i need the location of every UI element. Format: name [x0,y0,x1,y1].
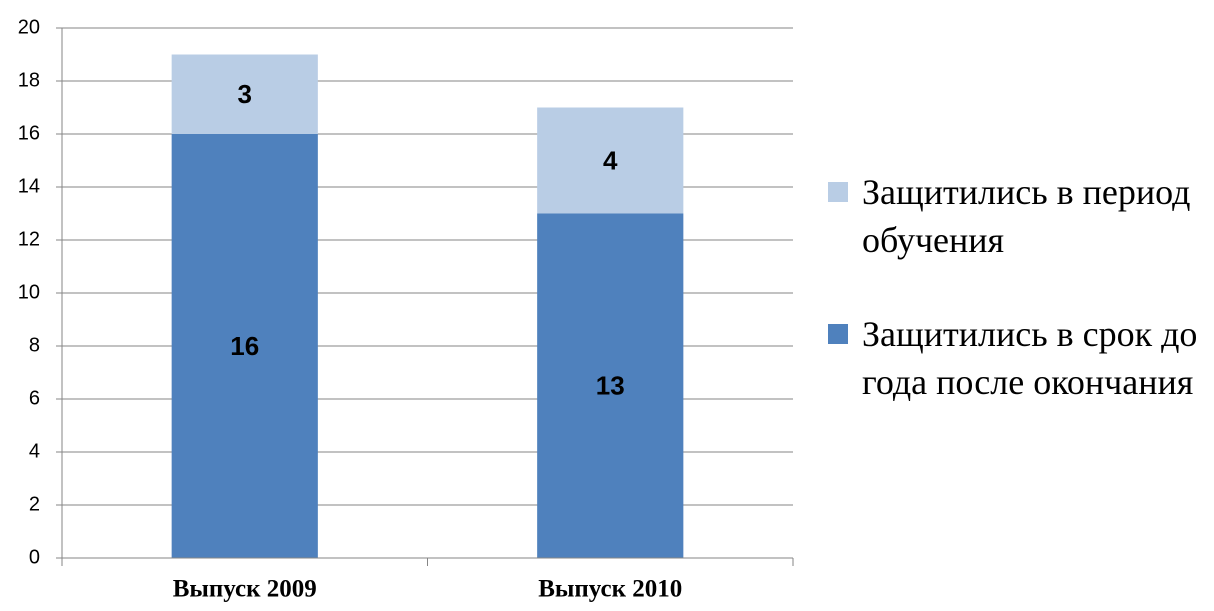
data-label: 3 [238,79,252,109]
y-tick-label: 18 [18,69,40,91]
data-label: 16 [230,331,259,361]
y-tick-label: 10 [18,281,40,303]
bar-segment [537,213,684,558]
legend-item: Защитились в период обучения [828,168,1214,264]
bar-segment [537,107,684,214]
y-tick-label: 8 [29,334,40,356]
y-tick-label: 20 [18,16,40,38]
legend-item: Защитились в срок до года после окончани… [828,310,1214,406]
y-tick-label: 0 [29,546,40,568]
y-tick-label: 6 [29,387,40,409]
bar-segment [171,54,318,134]
y-tick-label: 4 [29,440,40,462]
legend-label: Защитились в срок до года после окончани… [862,314,1198,402]
x-tick-label: Выпуск 2010 [538,576,682,603]
y-tick-label: 2 [29,493,40,515]
legend-label: Защитились в период обучения [862,172,1191,260]
y-tick-label: 14 [18,175,40,197]
data-label: 13 [596,371,625,401]
legend-swatch [828,182,848,202]
bar-segment [171,134,318,558]
data-label: 4 [603,145,618,175]
y-tick-label: 12 [18,228,40,250]
x-tick-label: Выпуск 2009 [173,576,317,603]
legend: Защитились в период обучения Защитились в… [828,168,1214,452]
y-tick-label: 16 [18,122,40,144]
legend-swatch [828,324,848,344]
